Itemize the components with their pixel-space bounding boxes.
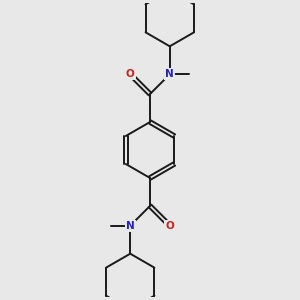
Text: N: N xyxy=(165,69,174,79)
Text: O: O xyxy=(165,221,174,231)
Text: O: O xyxy=(126,69,135,79)
Text: N: N xyxy=(126,221,135,231)
